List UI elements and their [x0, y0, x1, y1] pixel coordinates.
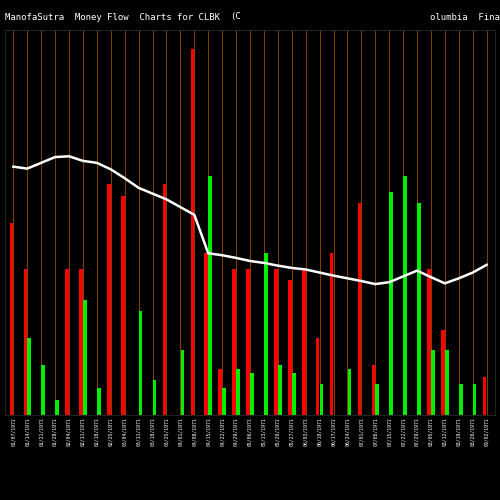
- Bar: [417, 203, 421, 415]
- Text: (C: (C: [230, 12, 241, 22]
- Bar: [316, 338, 320, 415]
- Bar: [236, 369, 240, 415]
- Bar: [139, 311, 142, 415]
- Bar: [348, 369, 351, 415]
- Bar: [376, 384, 379, 415]
- Bar: [107, 184, 110, 415]
- Bar: [292, 372, 296, 415]
- Bar: [152, 380, 156, 415]
- Bar: [372, 365, 375, 415]
- Bar: [24, 268, 27, 415]
- Bar: [445, 350, 448, 415]
- Bar: [302, 268, 306, 415]
- Bar: [83, 300, 86, 415]
- Text: ManofaSutra  Money Flow  Charts for CLBK: ManofaSutra Money Flow Charts for CLBK: [5, 12, 220, 22]
- Bar: [431, 350, 434, 415]
- Bar: [218, 369, 222, 415]
- Bar: [330, 254, 334, 415]
- Bar: [390, 192, 393, 415]
- Bar: [246, 268, 250, 415]
- Bar: [180, 350, 184, 415]
- Bar: [232, 268, 236, 415]
- Bar: [264, 254, 268, 415]
- Bar: [483, 376, 486, 415]
- Bar: [10, 222, 13, 415]
- Bar: [204, 254, 208, 415]
- Bar: [441, 330, 444, 415]
- Bar: [97, 388, 100, 415]
- Bar: [28, 338, 31, 415]
- Bar: [79, 268, 83, 415]
- Bar: [250, 372, 254, 415]
- Bar: [56, 400, 59, 415]
- Bar: [278, 365, 281, 415]
- Bar: [222, 388, 226, 415]
- Bar: [274, 268, 278, 415]
- Bar: [42, 365, 45, 415]
- Bar: [121, 196, 124, 415]
- Bar: [208, 176, 212, 415]
- Bar: [190, 50, 194, 415]
- Bar: [288, 280, 292, 415]
- Text: olumbia  Fina: olumbia Fina: [430, 12, 500, 22]
- Bar: [404, 176, 407, 415]
- Bar: [358, 203, 361, 415]
- Bar: [459, 384, 462, 415]
- Bar: [473, 384, 476, 415]
- Bar: [427, 268, 431, 415]
- Bar: [66, 268, 69, 415]
- Bar: [162, 184, 166, 415]
- Bar: [320, 384, 324, 415]
